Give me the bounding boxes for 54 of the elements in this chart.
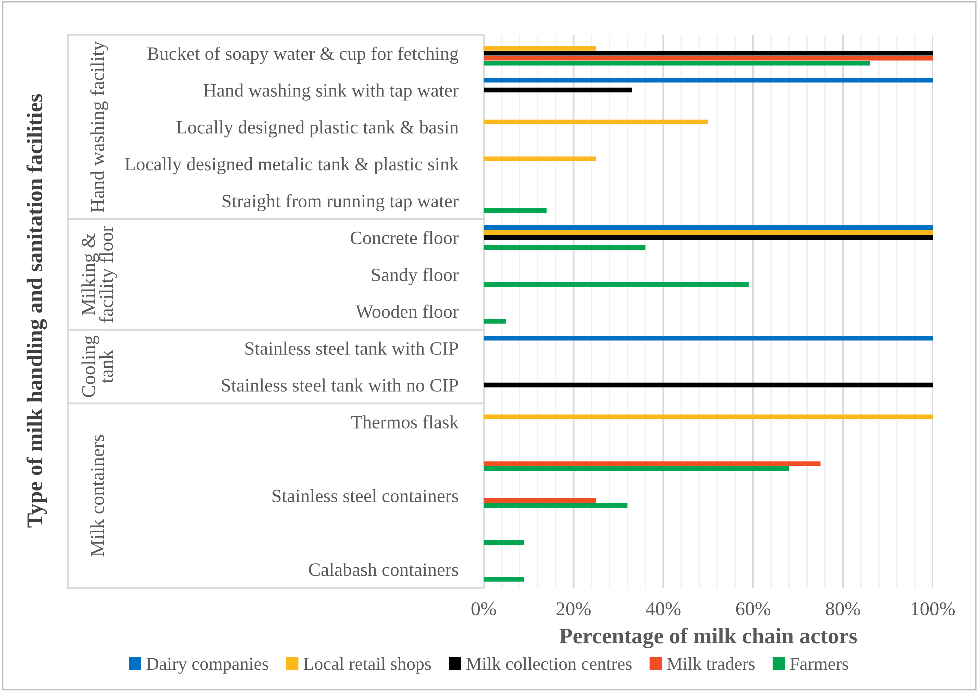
bar <box>484 245 646 250</box>
y-tick-label: Concrete floor <box>350 231 459 244</box>
bar <box>484 78 933 83</box>
y-tick-label: Straight from running tap water <box>222 194 459 212</box>
x-axis-title: Percentage of milk chain actors <box>560 628 858 648</box>
y-tick-label: Sandy floor <box>372 268 459 286</box>
bar <box>484 498 596 504</box>
legend-label: Dairy companies <box>146 658 268 674</box>
y-tick-label: Wooden floor <box>356 304 459 318</box>
bar <box>484 88 632 93</box>
bar <box>484 336 933 341</box>
x-tick-label: 40% <box>646 602 681 616</box>
y-axis-title: Type of milk handling and sanitation facilities <box>26 94 48 528</box>
x-tick-label: 0% <box>472 602 496 616</box>
bar <box>484 462 821 466</box>
y-tick-label: Calabash containers <box>309 563 458 576</box>
bar <box>484 208 547 214</box>
bar <box>484 577 524 582</box>
legend-label: Farmers <box>790 658 848 670</box>
y-tick-label: Locally designed metalic tank & plastic sink <box>125 158 459 175</box>
bar <box>484 46 596 51</box>
text: Milk containers <box>90 435 104 557</box>
bar <box>484 61 870 66</box>
bar <box>484 414 933 420</box>
x-tick-label: 80% <box>826 602 860 616</box>
bar <box>484 382 933 388</box>
bar <box>484 230 933 236</box>
bar <box>484 540 524 546</box>
bar <box>484 51 933 56</box>
y-tick-label: Thermos flask <box>352 415 459 429</box>
y-tick-label: Stainless steel tank with CIP <box>246 342 458 356</box>
y-tick-label: Stainless steel containers <box>272 489 458 503</box>
y-tick-label: Stainless steel tank with no CIP <box>222 378 458 392</box>
bar <box>484 319 506 324</box>
legend-label: Local retail shops <box>304 658 432 674</box>
legend-label: Milk traders <box>667 658 755 670</box>
y-tick-label: Hand washing sink with tap water <box>204 84 459 101</box>
bar <box>484 156 596 162</box>
bar <box>484 282 749 287</box>
x-tick-label: 20% <box>556 602 591 616</box>
x-tick-label: 60% <box>736 602 771 616</box>
x-tick-label: 100% <box>912 602 956 616</box>
bar <box>484 120 708 125</box>
text: Hand washing facility <box>90 41 108 212</box>
text: Cooling tank <box>82 336 114 398</box>
y-tick-label: Locally designed plastic tank & basin <box>176 120 459 138</box>
text: Milking & facility floor <box>82 226 118 323</box>
y-tick-label: Bucket of soapy water & cup for fetching <box>148 46 459 64</box>
bar <box>484 225 933 230</box>
bar <box>484 503 628 508</box>
legend-label: Milk collection centres <box>466 658 632 670</box>
bar <box>484 56 933 61</box>
bar <box>484 235 933 240</box>
bar <box>484 466 790 472</box>
